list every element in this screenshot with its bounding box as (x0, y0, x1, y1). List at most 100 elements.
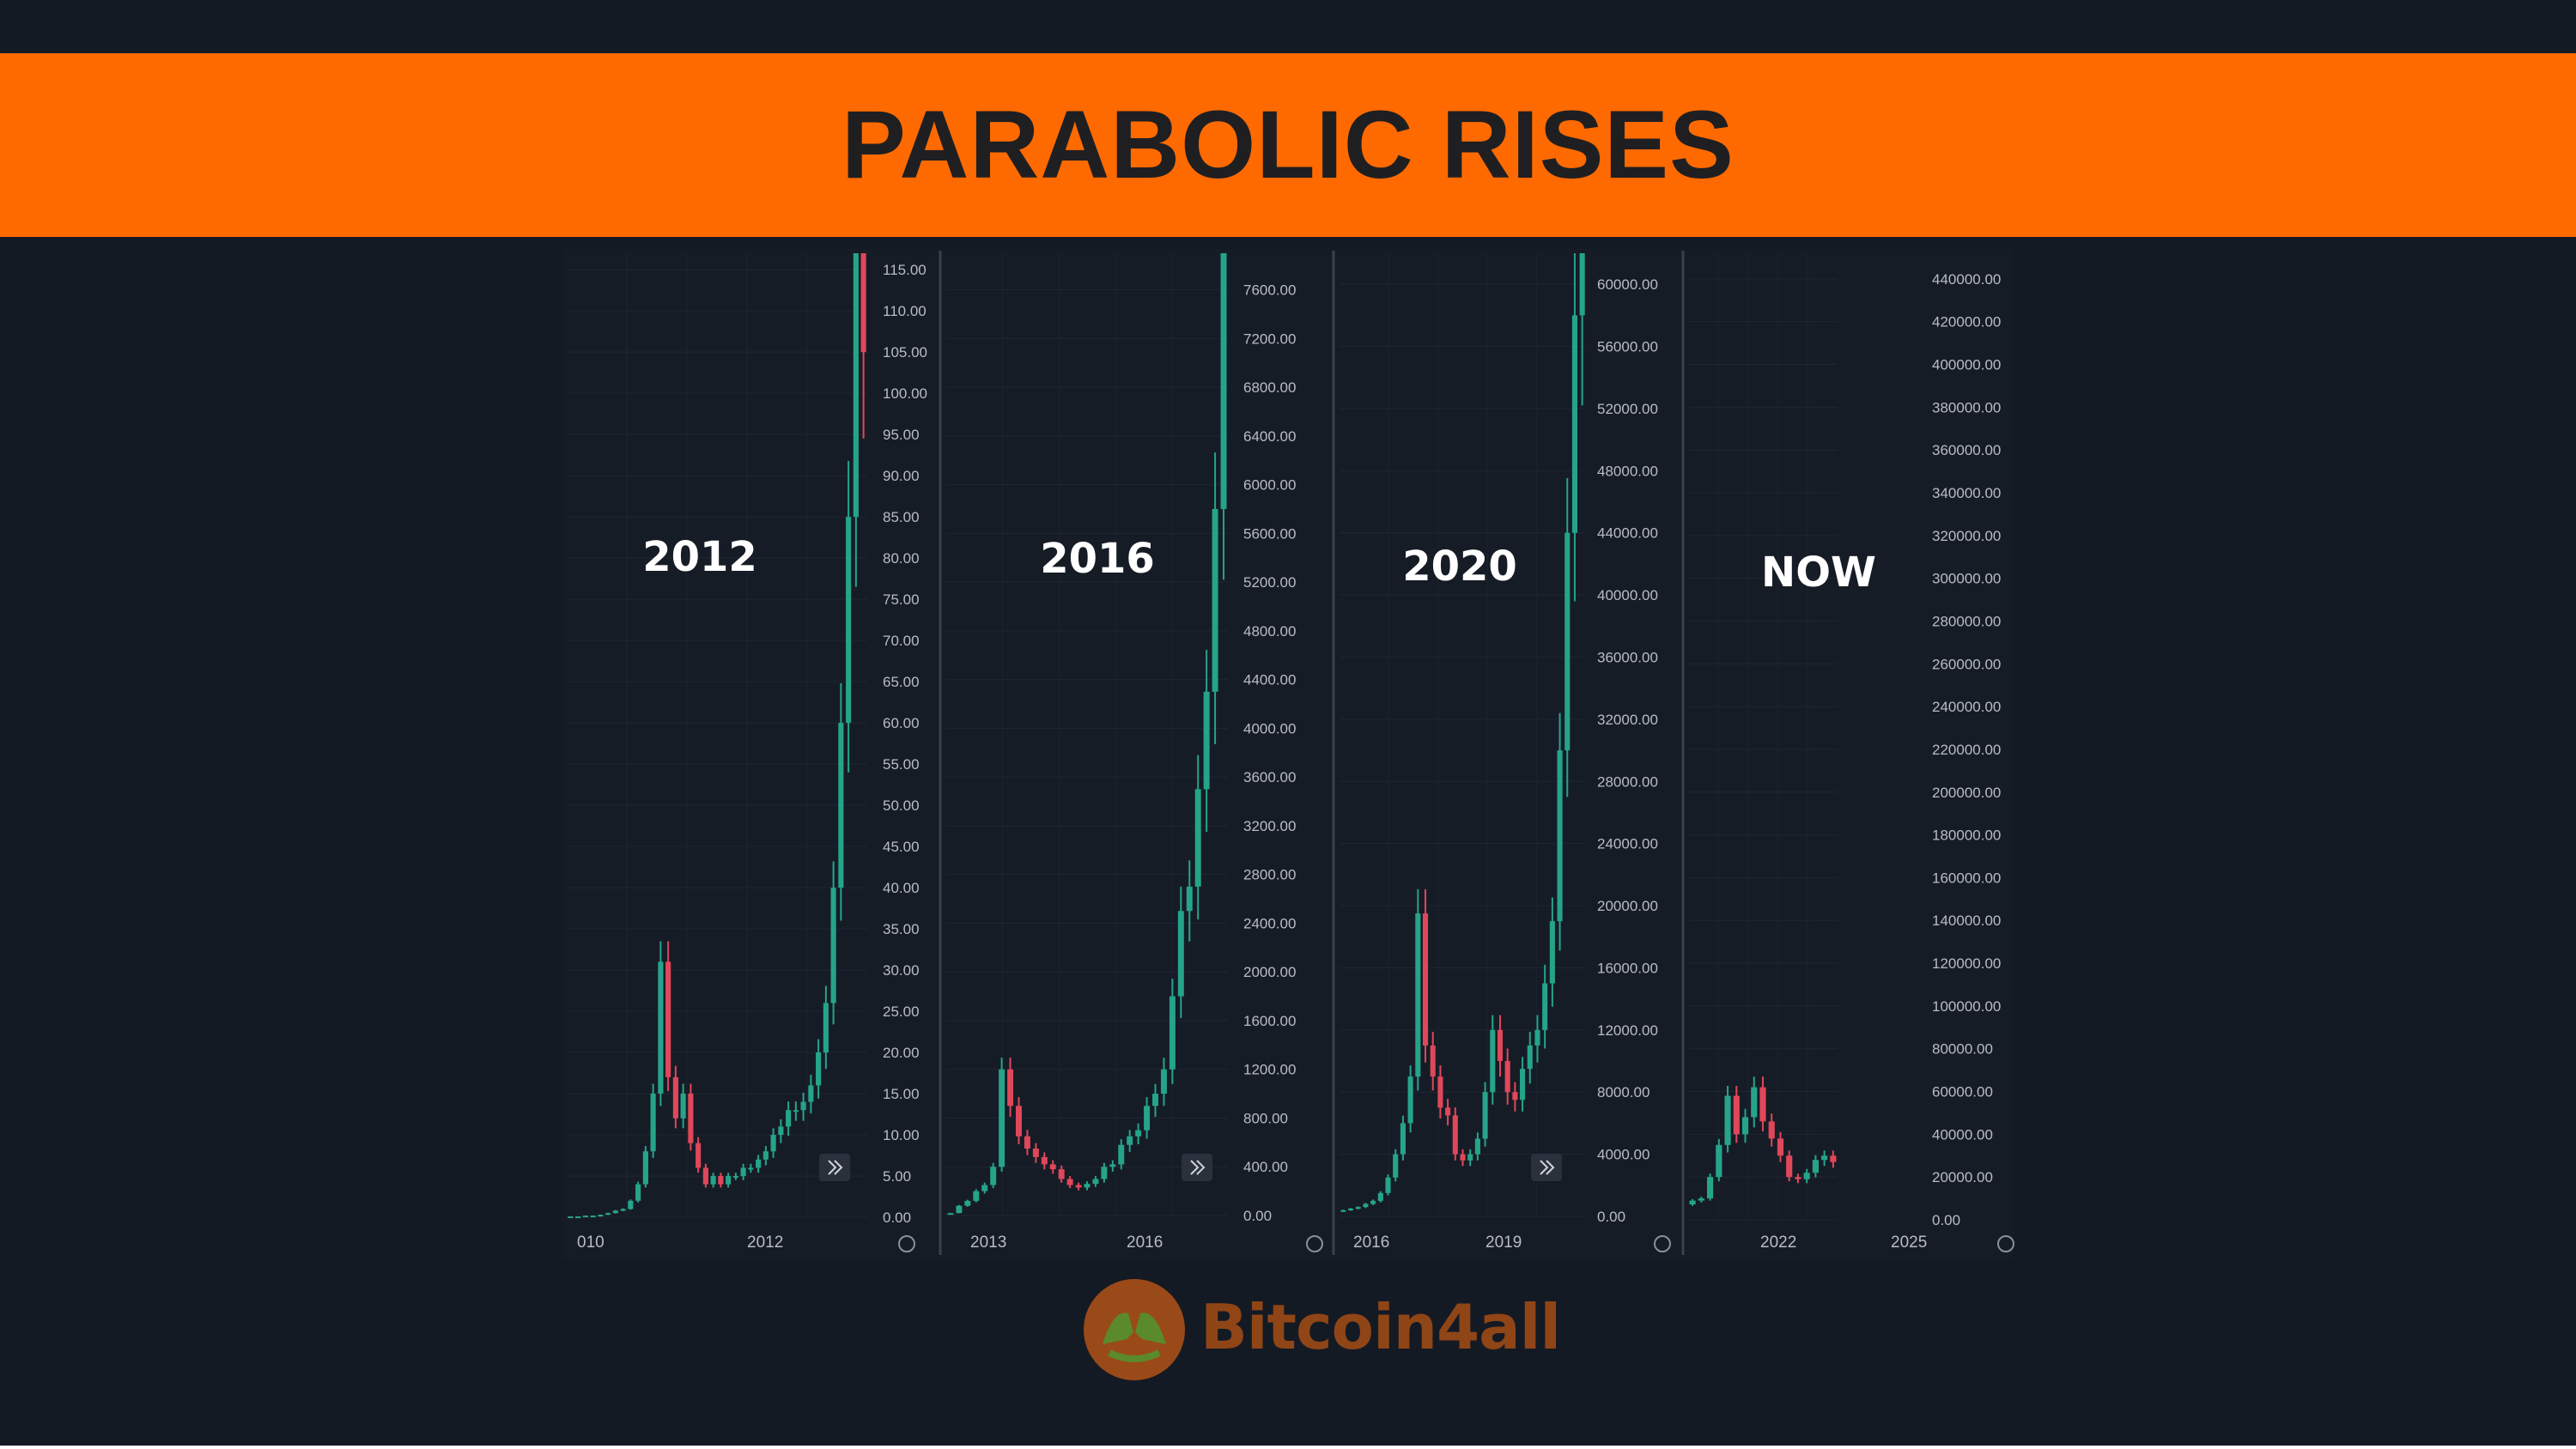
candle (1212, 508, 1218, 692)
brand: Bitcoin4all (1084, 1279, 1561, 1382)
y-tick-label: 20000.00 (1932, 1169, 1993, 1185)
candle (1186, 886, 1193, 912)
y-tick-label: 12000.00 (1597, 1022, 1658, 1039)
y-tick-label: 55.00 (883, 756, 920, 773)
candle (696, 1143, 702, 1168)
candle (1741, 1117, 1749, 1135)
y-tick-label: 2800.00 (1243, 867, 1296, 883)
candle (1075, 1185, 1082, 1188)
candle (762, 1151, 769, 1160)
candle (1415, 913, 1421, 1077)
candle (688, 1094, 694, 1143)
y-tick-label: 65.00 (883, 674, 920, 690)
candle (1768, 1121, 1775, 1139)
y-tick-label: 160000.00 (1932, 870, 2001, 886)
gear-icon[interactable] (1306, 1235, 1323, 1252)
chart-panel-4: 0.00 20000.00 40000.00 60000.00 80000.00 1000… (1688, 253, 2014, 1252)
candle (1377, 1192, 1383, 1201)
y-tick-label: 140000.00 (1932, 912, 2001, 929)
candle (718, 1176, 724, 1185)
y-tick-label: 200000.00 (1932, 785, 2001, 801)
y-tick-label: 0.00 (883, 1210, 911, 1226)
y-tick-label: 35.00 (883, 921, 920, 937)
candle (756, 1159, 762, 1168)
candle (838, 723, 844, 888)
candle (1795, 1177, 1801, 1179)
candle (1504, 1061, 1510, 1093)
y-tick-label: 20000.00 (1597, 898, 1658, 914)
y-tick-label: 1600.00 (1243, 1013, 1296, 1029)
y-tick-label: 115.00 (883, 262, 927, 278)
y-tick-label: 48000.00 (1597, 463, 1658, 479)
candle (1160, 1069, 1167, 1094)
y-tick-label: 75.00 (883, 591, 920, 608)
candle (853, 253, 859, 518)
candle (1460, 1154, 1466, 1161)
candle (1007, 1069, 1014, 1106)
candle (1340, 1210, 1346, 1212)
y-tick-label: 260000.00 (1932, 656, 2001, 672)
candle (1490, 1029, 1496, 1093)
y-tick-label: 2000.00 (1243, 964, 1296, 980)
y-tick-label: 60.00 (883, 715, 920, 731)
candle (1041, 1156, 1048, 1165)
gear-icon[interactable] (898, 1235, 915, 1252)
gear-icon[interactable] (1997, 1235, 2014, 1252)
x-tick-label: 2016 (1353, 1234, 1389, 1252)
y-tick-label: 5.00 (883, 1168, 911, 1185)
y-tick-label: 180000.00 (1932, 828, 2001, 844)
candle (1363, 1203, 1369, 1208)
candle (1066, 1179, 1073, 1185)
x-tick-label: 010 (577, 1234, 605, 1252)
period-label: 2016 (1040, 535, 1155, 583)
y-tick-label: 52000.00 (1597, 401, 1658, 417)
candle (702, 1167, 708, 1185)
candle (778, 1126, 784, 1136)
y-tick-label: 220000.00 (1932, 742, 2001, 758)
candle (1698, 1198, 1704, 1201)
y-tick-label: 420000.00 (1932, 314, 2001, 330)
y-tick-label: 380000.00 (1932, 399, 2001, 415)
candle (1474, 1138, 1480, 1155)
candle (568, 1216, 574, 1219)
candle (710, 1176, 716, 1185)
candle (1152, 1094, 1158, 1106)
candle (1016, 1106, 1022, 1137)
candle (582, 1216, 588, 1218)
y-tick-label: 320000.00 (1932, 528, 2001, 544)
candle (575, 1216, 581, 1219)
candle (1084, 1184, 1091, 1188)
y-tick-label: 16000.00 (1597, 960, 1658, 976)
y-tick-label: 360000.00 (1932, 442, 2001, 458)
candle (800, 1101, 806, 1111)
candle (726, 1176, 732, 1185)
candle (1144, 1106, 1151, 1131)
candle (973, 1191, 980, 1201)
candle (1467, 1154, 1473, 1161)
y-tick-label: 80.00 (883, 550, 920, 567)
y-tick-label: 24000.00 (1597, 836, 1658, 852)
y-tick-label: 36000.00 (1597, 650, 1658, 666)
gear-icon[interactable] (1654, 1235, 1671, 1252)
candle (1452, 1115, 1458, 1155)
candle (1707, 1177, 1714, 1199)
chart-panel-1: 0.00 5.00 10.00 15.00 20.00 25.00 30.00 35.00 40… (567, 251, 942, 1255)
period-label: 2020 (1402, 543, 1517, 591)
y-tick-label: 44000.00 (1597, 525, 1658, 542)
candle (1101, 1167, 1108, 1179)
candle (981, 1185, 988, 1191)
y-tick-label: 20.00 (883, 1045, 920, 1061)
candle (1024, 1136, 1030, 1149)
candle (635, 1184, 641, 1201)
candle (1520, 1069, 1526, 1100)
y-tick-label: 2400.00 (1243, 915, 1296, 931)
candle (1109, 1164, 1116, 1167)
candle (1527, 1045, 1533, 1070)
bitcoin-hands-logo-icon (1084, 1279, 1185, 1380)
y-tick-label: 10.00 (883, 1127, 920, 1143)
candle (1724, 1095, 1731, 1145)
candle (830, 888, 836, 1003)
y-tick-label: 4000.00 (1597, 1147, 1649, 1163)
y-tick-label: 95.00 (883, 427, 920, 443)
candle (1557, 750, 1563, 922)
